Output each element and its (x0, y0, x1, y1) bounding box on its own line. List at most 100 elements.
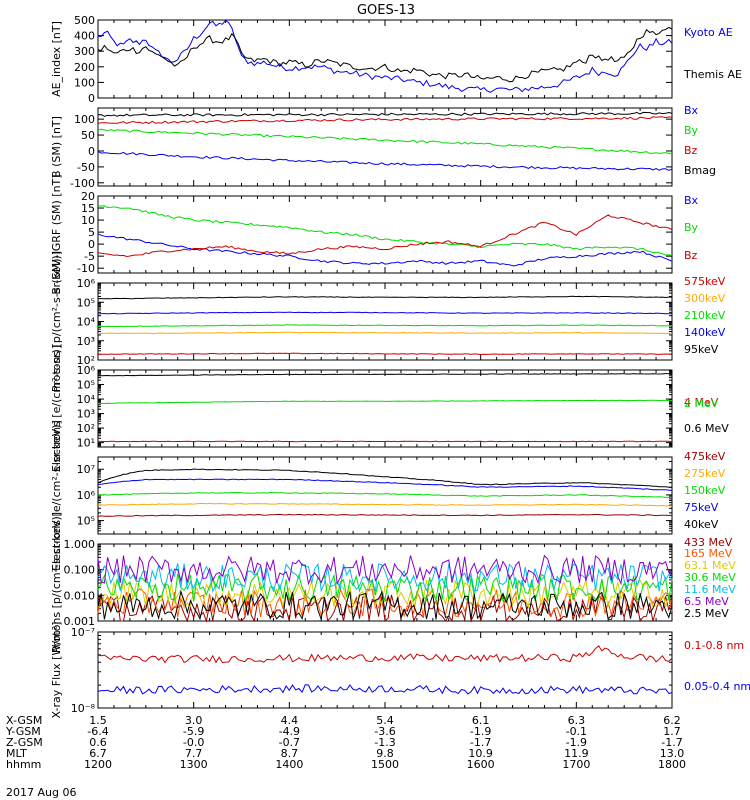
x-axis-row-value: 11.9 (564, 747, 589, 760)
x-axis-row-value: 6.7 (89, 747, 107, 760)
x-axis-row-value: 6.2 (663, 714, 681, 727)
y-tick-label: 10⁴ (77, 316, 96, 329)
panel-protons: 10² 10³ 10⁴ 10⁵ 10⁶ Protons [p/(cm²-s-sr-keV)… (50, 251, 726, 392)
series-line-by (97, 128, 673, 155)
y-axis-label: Electrons [e/(cm²-s-sr-keV)] (50, 420, 63, 571)
x-axis-row-value: -1.3 (374, 736, 395, 749)
x-axis-row-label: X-GSM (6, 714, 42, 727)
series-line-0-6-mev (97, 373, 673, 377)
y-tick-label: 10 (81, 214, 95, 227)
legend-entry: Bx (684, 104, 699, 117)
legend-entry: 275keV (684, 467, 726, 480)
date-label: 2017 Aug 06 (6, 786, 76, 799)
chart-title: GOES-13 (357, 3, 415, 18)
y-tick-label: 50 (81, 129, 95, 142)
x-axis-row-value: -1.7 (661, 736, 682, 749)
legend-entry: 30.6 MeV (684, 571, 736, 584)
series-line-140kev (97, 311, 673, 315)
series-line-11-6-mev (97, 562, 673, 593)
y-tick-label: 15 (81, 202, 95, 215)
y-tick-label: -10 (77, 262, 95, 275)
series-line-2-5-mev (97, 589, 673, 621)
series-line-0-05-0-4-nm (97, 684, 673, 695)
series-line-bx (97, 233, 673, 267)
y-tick-label: -100 (70, 177, 95, 190)
x-axis-row-value: -4.9 (279, 725, 300, 738)
legend-entry: 475keV (684, 450, 726, 463)
x-axis-row-label: MLT (6, 747, 27, 760)
series-line-6-5-mev (97, 554, 673, 586)
y-tick-label: 500 (74, 14, 95, 27)
legend-entry: By (684, 221, 699, 234)
y-tick-label: 100 (74, 113, 95, 126)
series-line-bmag (97, 111, 673, 117)
y-tick-label: 10⁷ (77, 463, 95, 476)
legend-entry: 165 MeV (684, 547, 733, 560)
series-line-275kev (97, 502, 673, 507)
legend-entry: 40keV (684, 518, 719, 531)
x-axis-row-value: 7.7 (185, 747, 203, 760)
y-axis-label: B (SM)-IGRF (SM) [nT] (50, 174, 63, 294)
legend-entry: 210keV (684, 309, 726, 322)
y-tick-label: 0.001 (64, 615, 96, 628)
panel-xray: 10⁻⁸ 10⁻⁷ X-ray Flux [W/m²] 0.1-0.8 nm 0.05-… (50, 622, 750, 719)
y-tick-label: 10⁵ (77, 515, 95, 528)
legend-entry: 300keV (684, 292, 726, 305)
x-axis-row-value: -6.4 (87, 725, 108, 738)
x-axis-row-value: -1.9 (566, 736, 587, 749)
legend-entry: 140keV (684, 326, 726, 339)
y-tick-label: 10⁶ (77, 489, 96, 502)
x-axis-row-value: 13.0 (660, 747, 685, 760)
panel-frame (97, 369, 673, 448)
series-line-210kev (97, 324, 673, 328)
series-line-bz (97, 116, 673, 124)
y-axis-label: X-ray Flux [W/m²] (50, 622, 63, 719)
legend-entry: 4 MeV (684, 396, 719, 409)
legend-entry: Bz (684, 249, 698, 262)
y-axis-label: Protons [p/(cm²-s-sr-keV)] (50, 251, 63, 392)
legend-entry: 0.6 MeV (684, 422, 729, 435)
x-axis-row-value: -5.9 (183, 725, 204, 738)
x-axis-row-value: 1800 (658, 758, 686, 771)
panel-frame (97, 282, 673, 361)
series-line-300kev (97, 331, 673, 335)
y-tick-label: 10² (77, 354, 95, 367)
legend-entry: 2 MeV (684, 397, 719, 410)
legend-entry: 63.1 MeV (684, 559, 736, 572)
y-tick-label: 10³ (77, 408, 95, 421)
x-axis-row-value: 1.5 (89, 714, 107, 727)
series-line-433-mev (97, 592, 673, 623)
y-tick-label: 20 (81, 190, 95, 203)
y-tick-label: 10² (77, 422, 95, 435)
x-axis-row-value: -0.7 (279, 736, 300, 749)
y-tick-label: 10¹ (77, 437, 95, 450)
y-tick-label: 10³ (77, 335, 95, 348)
y-axis-label: AE_index [nT] (50, 21, 63, 97)
series-line-30-6-mev (97, 572, 673, 603)
y-tick-label: -50 (77, 161, 95, 174)
y-tick-label: 200 (74, 61, 95, 74)
x-axis-row-value: -3.6 (374, 725, 395, 738)
series-line-bx (97, 151, 673, 171)
y-axis-label: Electrons [e/(cm²-s-sr)] (50, 345, 63, 472)
panel-bsm: -100 -50 0 50 100 B (SM) [nT] Bx By Bz Bmag (50, 104, 716, 190)
x-axis-row-value: -1.9 (470, 725, 491, 738)
y-tick-label: 0 (88, 92, 95, 105)
x-axis-row-value: 1500 (371, 758, 399, 771)
panel-frame (97, 19, 673, 99)
panel-frame (97, 456, 673, 535)
x-axis-row-value: 3.0 (185, 714, 203, 727)
y-tick-label: 10⁻⁷ (71, 626, 95, 639)
legend-entry: 575keV (684, 275, 726, 288)
y-tick-label: 0 (88, 238, 95, 251)
series-line-2-mev (97, 399, 673, 405)
x-axis-row-label: hhmm (6, 758, 41, 771)
x-axis-row-value: 5.4 (376, 714, 394, 727)
y-tick-label: 1.000 (64, 538, 96, 551)
y-tick-label: 10⁻⁸ (71, 702, 96, 715)
y-tick-label: 10⁵ (77, 379, 95, 392)
y-tick-label: 10⁶ (77, 277, 96, 290)
series-line-475kev (97, 513, 673, 517)
